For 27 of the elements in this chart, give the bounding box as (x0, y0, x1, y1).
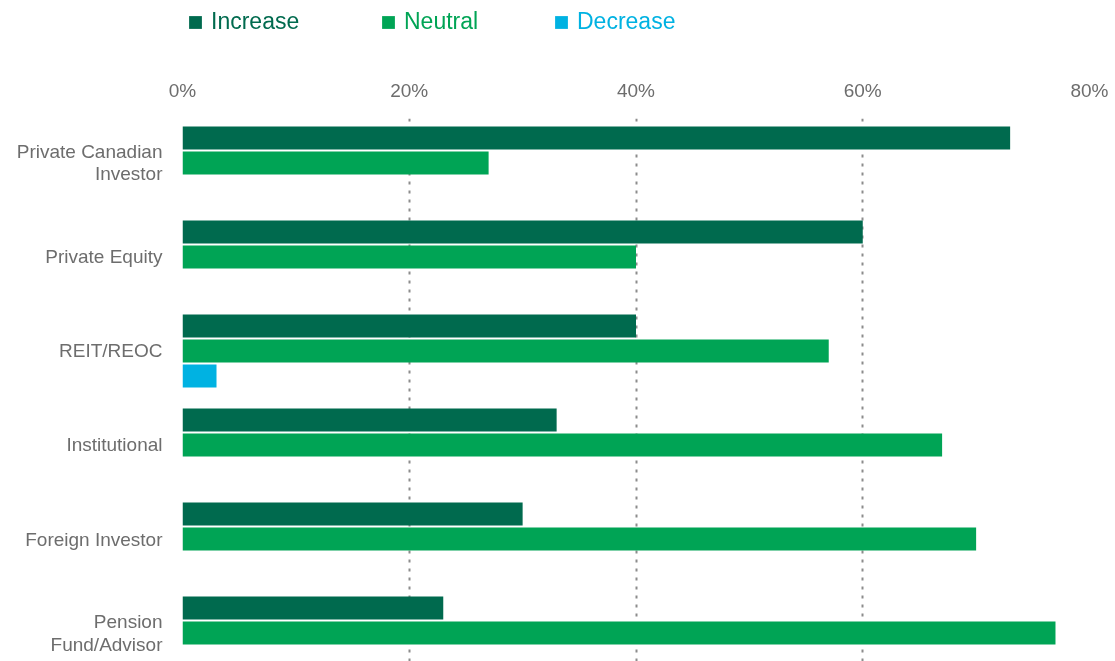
bar (182, 502, 523, 526)
bar (182, 364, 217, 388)
y-tick-label: Foreign Investor (25, 528, 164, 550)
bar (182, 596, 444, 620)
x-tick-label: 60% (843, 79, 882, 101)
bar (182, 621, 1056, 645)
legend-label: Increase (211, 8, 300, 35)
bar (182, 220, 863, 244)
bar (182, 339, 829, 363)
legend-label: Decrease (577, 8, 676, 35)
bar (182, 126, 1011, 150)
y-tick-label: Private Canadian Investor (16, 141, 164, 185)
x-tick-label: 40% (616, 79, 656, 101)
x-tick-label: 20% (390, 79, 429, 101)
x-tick-label: 80% (1070, 79, 1109, 101)
bar (182, 408, 557, 432)
y-tick-label: Private Equity (45, 246, 163, 268)
bar (182, 527, 977, 551)
bar (182, 151, 489, 175)
y-tick-label: Institutional (66, 434, 163, 456)
bar (182, 245, 636, 269)
bar (182, 433, 943, 457)
x-tick-label: 0% (168, 79, 197, 101)
legend-label: Neutral (404, 8, 479, 35)
y-tick-label: Pension Fund/Advisor (50, 611, 164, 655)
y-tick-label: REIT/REOC (59, 340, 163, 362)
bar (182, 314, 636, 338)
